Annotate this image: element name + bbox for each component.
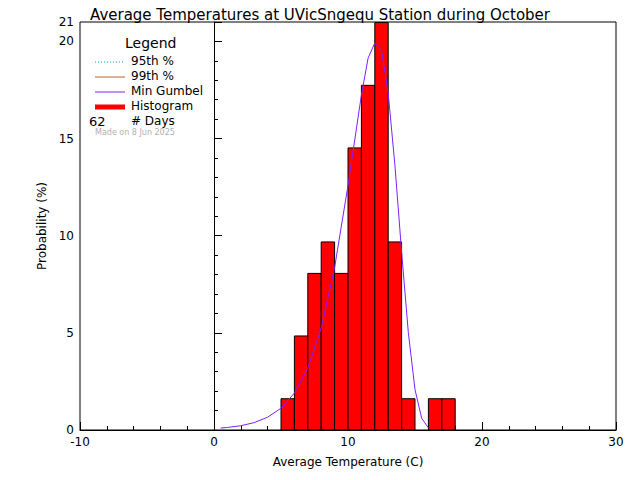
svg-text:5: 5 (66, 326, 74, 340)
svg-text:-10: -10 (70, 435, 90, 449)
svg-text:Histogram: Histogram (131, 99, 193, 113)
svg-text:62: 62 (89, 114, 106, 129)
svg-text:10: 10 (59, 229, 74, 243)
svg-text:10: 10 (340, 435, 355, 449)
svg-text:20: 20 (59, 34, 74, 48)
svg-text:Average Temperatures at UVicSn: Average Temperatures at UVicSngequ Stati… (90, 6, 551, 24)
svg-text:Legend: Legend (125, 35, 176, 51)
svg-text:95th %: 95th % (131, 54, 174, 68)
svg-text:20: 20 (474, 435, 489, 449)
svg-text:Made on 8 Jun 2025: Made on 8 Jun 2025 (95, 128, 175, 137)
svg-text:0: 0 (210, 435, 218, 449)
svg-text:Probability (%): Probability (%) (35, 182, 49, 270)
svg-text:Average Temperature (C): Average Temperature (C) (273, 455, 424, 469)
svg-text:99th %: 99th % (131, 69, 174, 83)
svg-text:# Days: # Days (131, 114, 175, 128)
svg-text:Min Gumbel: Min Gumbel (131, 84, 203, 98)
svg-text:0: 0 (66, 423, 74, 437)
svg-text:15: 15 (59, 132, 74, 146)
svg-text:30: 30 (608, 435, 623, 449)
svg-text:21: 21 (59, 15, 74, 29)
